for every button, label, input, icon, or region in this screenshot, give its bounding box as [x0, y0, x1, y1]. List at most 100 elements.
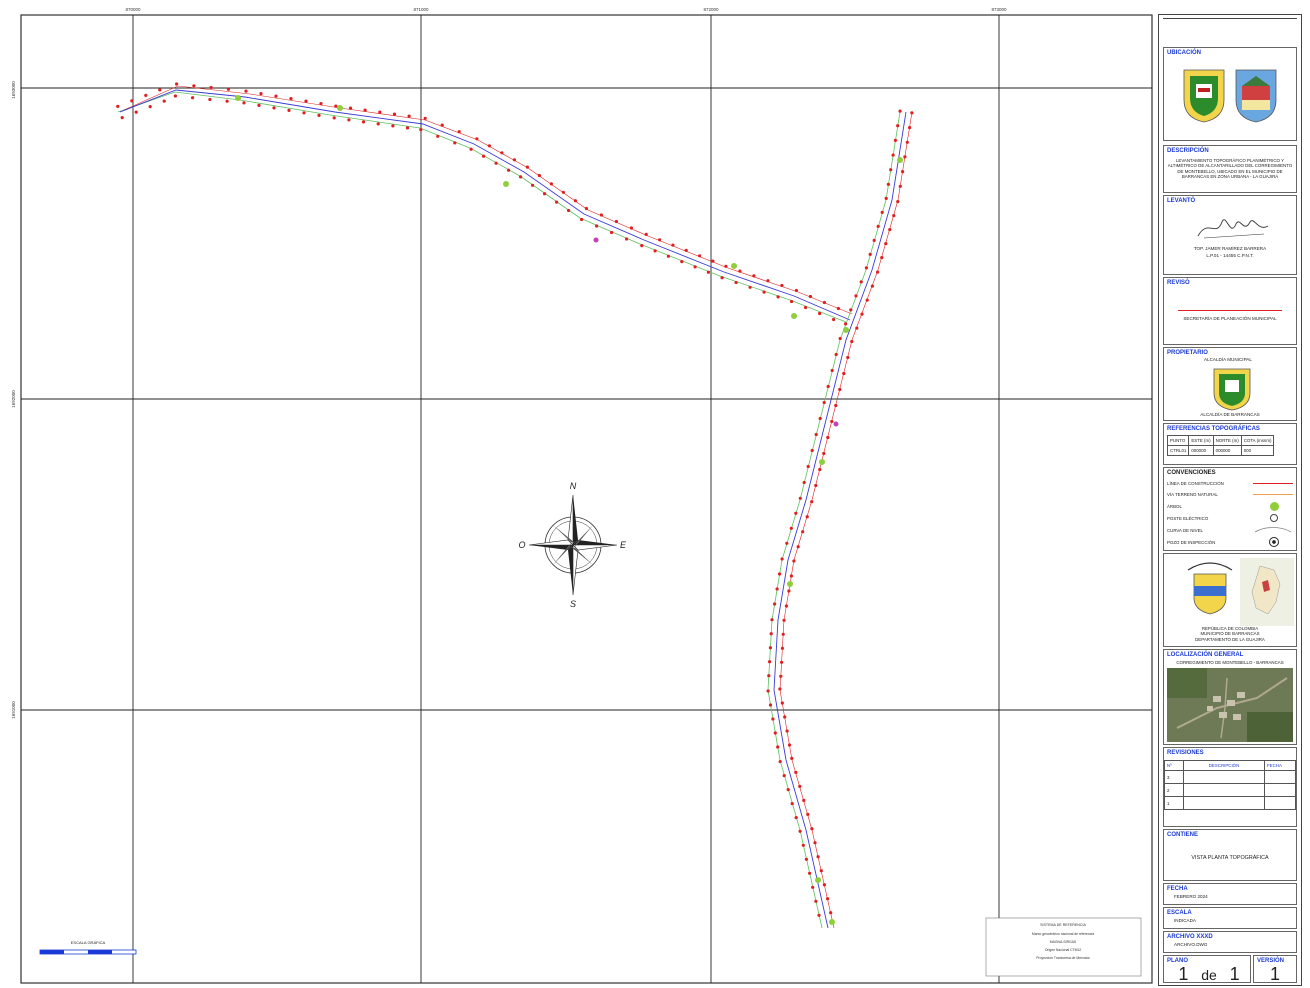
survey-point — [798, 829, 802, 833]
survey-point — [531, 183, 535, 187]
survey-point — [162, 99, 166, 103]
survey-point — [855, 326, 859, 330]
survey-point — [776, 745, 780, 749]
survey-point — [860, 312, 864, 316]
survey-point — [773, 731, 777, 735]
table-cell: CTRL01 — [1166, 445, 1190, 456]
survey-point — [752, 274, 756, 278]
survey-point — [440, 123, 444, 127]
survey-point — [794, 816, 798, 820]
revisiones-table: Nº DESCRIPCIÓN FECHA 3 2 1 — [1164, 760, 1296, 810]
survey-point — [567, 208, 571, 213]
survey-point — [640, 244, 644, 248]
grid-label-top: 870000 — [125, 7, 141, 12]
survey-point — [796, 545, 800, 549]
escala-section: ESCALA INDICADA — [1163, 907, 1297, 929]
north-label: N — [570, 481, 577, 491]
manhole-icon — [1269, 537, 1279, 547]
tree-icon — [787, 581, 793, 587]
table-header: Nº — [1164, 760, 1184, 771]
survey-point — [870, 284, 875, 288]
survey-point — [822, 451, 826, 456]
survey-point — [818, 416, 822, 421]
survey-point — [826, 897, 830, 901]
survey-point — [790, 299, 794, 304]
line-red-symbol — [1253, 482, 1293, 484]
survey-point — [549, 182, 554, 186]
table-header: ESTE (m) — [1188, 435, 1214, 446]
survey-point — [724, 264, 728, 268]
fecha-heading: FECHA — [1167, 886, 1188, 892]
legend-item: ÁRBOL — [1167, 501, 1293, 511]
survey-point — [209, 85, 213, 90]
survey-point — [453, 141, 457, 145]
survey-point — [711, 259, 715, 263]
survey-point — [892, 214, 896, 218]
survey-point — [376, 122, 380, 126]
descripcion-heading: DESCRIPCIÓN — [1167, 148, 1209, 154]
survey-point — [903, 155, 907, 159]
survey-point — [543, 192, 547, 196]
note-title: SISTEMA DE REFERENCIA — [1040, 923, 1086, 927]
survey-point — [391, 124, 395, 128]
survey-point — [814, 899, 818, 903]
survey-point — [794, 770, 798, 775]
survey-point — [599, 213, 604, 217]
north-arrow: N S E O — [518, 481, 627, 609]
plano-de: de — [1201, 966, 1217, 983]
plano-heading: PLANO — [1167, 958, 1188, 964]
survey-point — [348, 106, 353, 110]
survey-point — [850, 339, 854, 344]
tree-icon — [337, 105, 343, 111]
survey-point — [893, 138, 898, 142]
table-header: NORTE (m) — [1212, 435, 1242, 446]
survey-point — [561, 190, 566, 194]
pole-icon — [1270, 514, 1278, 522]
survey-point — [734, 280, 738, 285]
survey-point — [507, 168, 511, 172]
survey-point — [720, 276, 724, 280]
survey-point — [332, 116, 336, 120]
tree-icon — [829, 919, 835, 925]
survey-point — [191, 96, 195, 100]
ubicacion-shields — [1183, 69, 1277, 123]
survey-point — [818, 467, 822, 472]
survey-point — [783, 715, 787, 719]
survey-point — [436, 134, 440, 138]
plano-number: 1 de 1 — [1172, 964, 1246, 985]
survey-point — [818, 311, 822, 316]
table-cell — [1264, 796, 1296, 810]
survey-point — [801, 843, 805, 847]
legend-item: POSTE ELÉCTRICO — [1167, 513, 1293, 523]
table-cell: 000 — [1240, 445, 1275, 456]
grid-labels-top: 870000 871000 872000 873000 — [125, 7, 1007, 12]
colombia-coat-of-arms-icon — [1187, 562, 1233, 615]
survey-point — [302, 111, 306, 115]
survey-point — [854, 294, 858, 298]
version-heading: VERSIÓN — [1257, 958, 1285, 964]
survey-point — [120, 116, 124, 120]
revisiones-section: REVISIONES Nº DESCRIPCIÓN FECHA 3 2 — [1163, 747, 1297, 827]
levanto-heading: LEVANTÓ — [1167, 198, 1196, 204]
survey-point — [666, 254, 671, 258]
contiene-section: CONTIENE VISTA PLANTA TOPOGRÁFICA — [1163, 829, 1297, 881]
referencias-section: REFERENCIAS TOPOGRÁFICAS PUNTO ESTE (m) … — [1163, 423, 1297, 465]
survey-point — [242, 101, 246, 105]
descripcion-text: LEVANTAMIENTO TOPOGRÁFICO PLANIMÉTRICO Y… — [1167, 158, 1293, 180]
survey-point — [782, 618, 786, 622]
legend-label: LÍNEA DE CONSTRUCCIÓN — [1167, 480, 1224, 486]
legend-item: VÍA TERRENO NATURAL — [1167, 489, 1293, 499]
survey-point — [889, 168, 893, 172]
legend-label: POZO DE INSPECCIÓN — [1167, 539, 1216, 545]
survey-point — [512, 158, 517, 162]
survey-point — [826, 435, 830, 440]
survey-point — [671, 243, 675, 247]
table-cell — [1183, 796, 1265, 810]
survey-point — [794, 511, 798, 515]
survey-points — [116, 82, 914, 917]
manhole-icon — [593, 237, 599, 243]
road-edge-green-2 — [767, 111, 901, 929]
survey-point — [378, 110, 382, 114]
note-line: MAGNA-SIRGAS — [1050, 940, 1077, 944]
survey-point — [826, 384, 830, 389]
